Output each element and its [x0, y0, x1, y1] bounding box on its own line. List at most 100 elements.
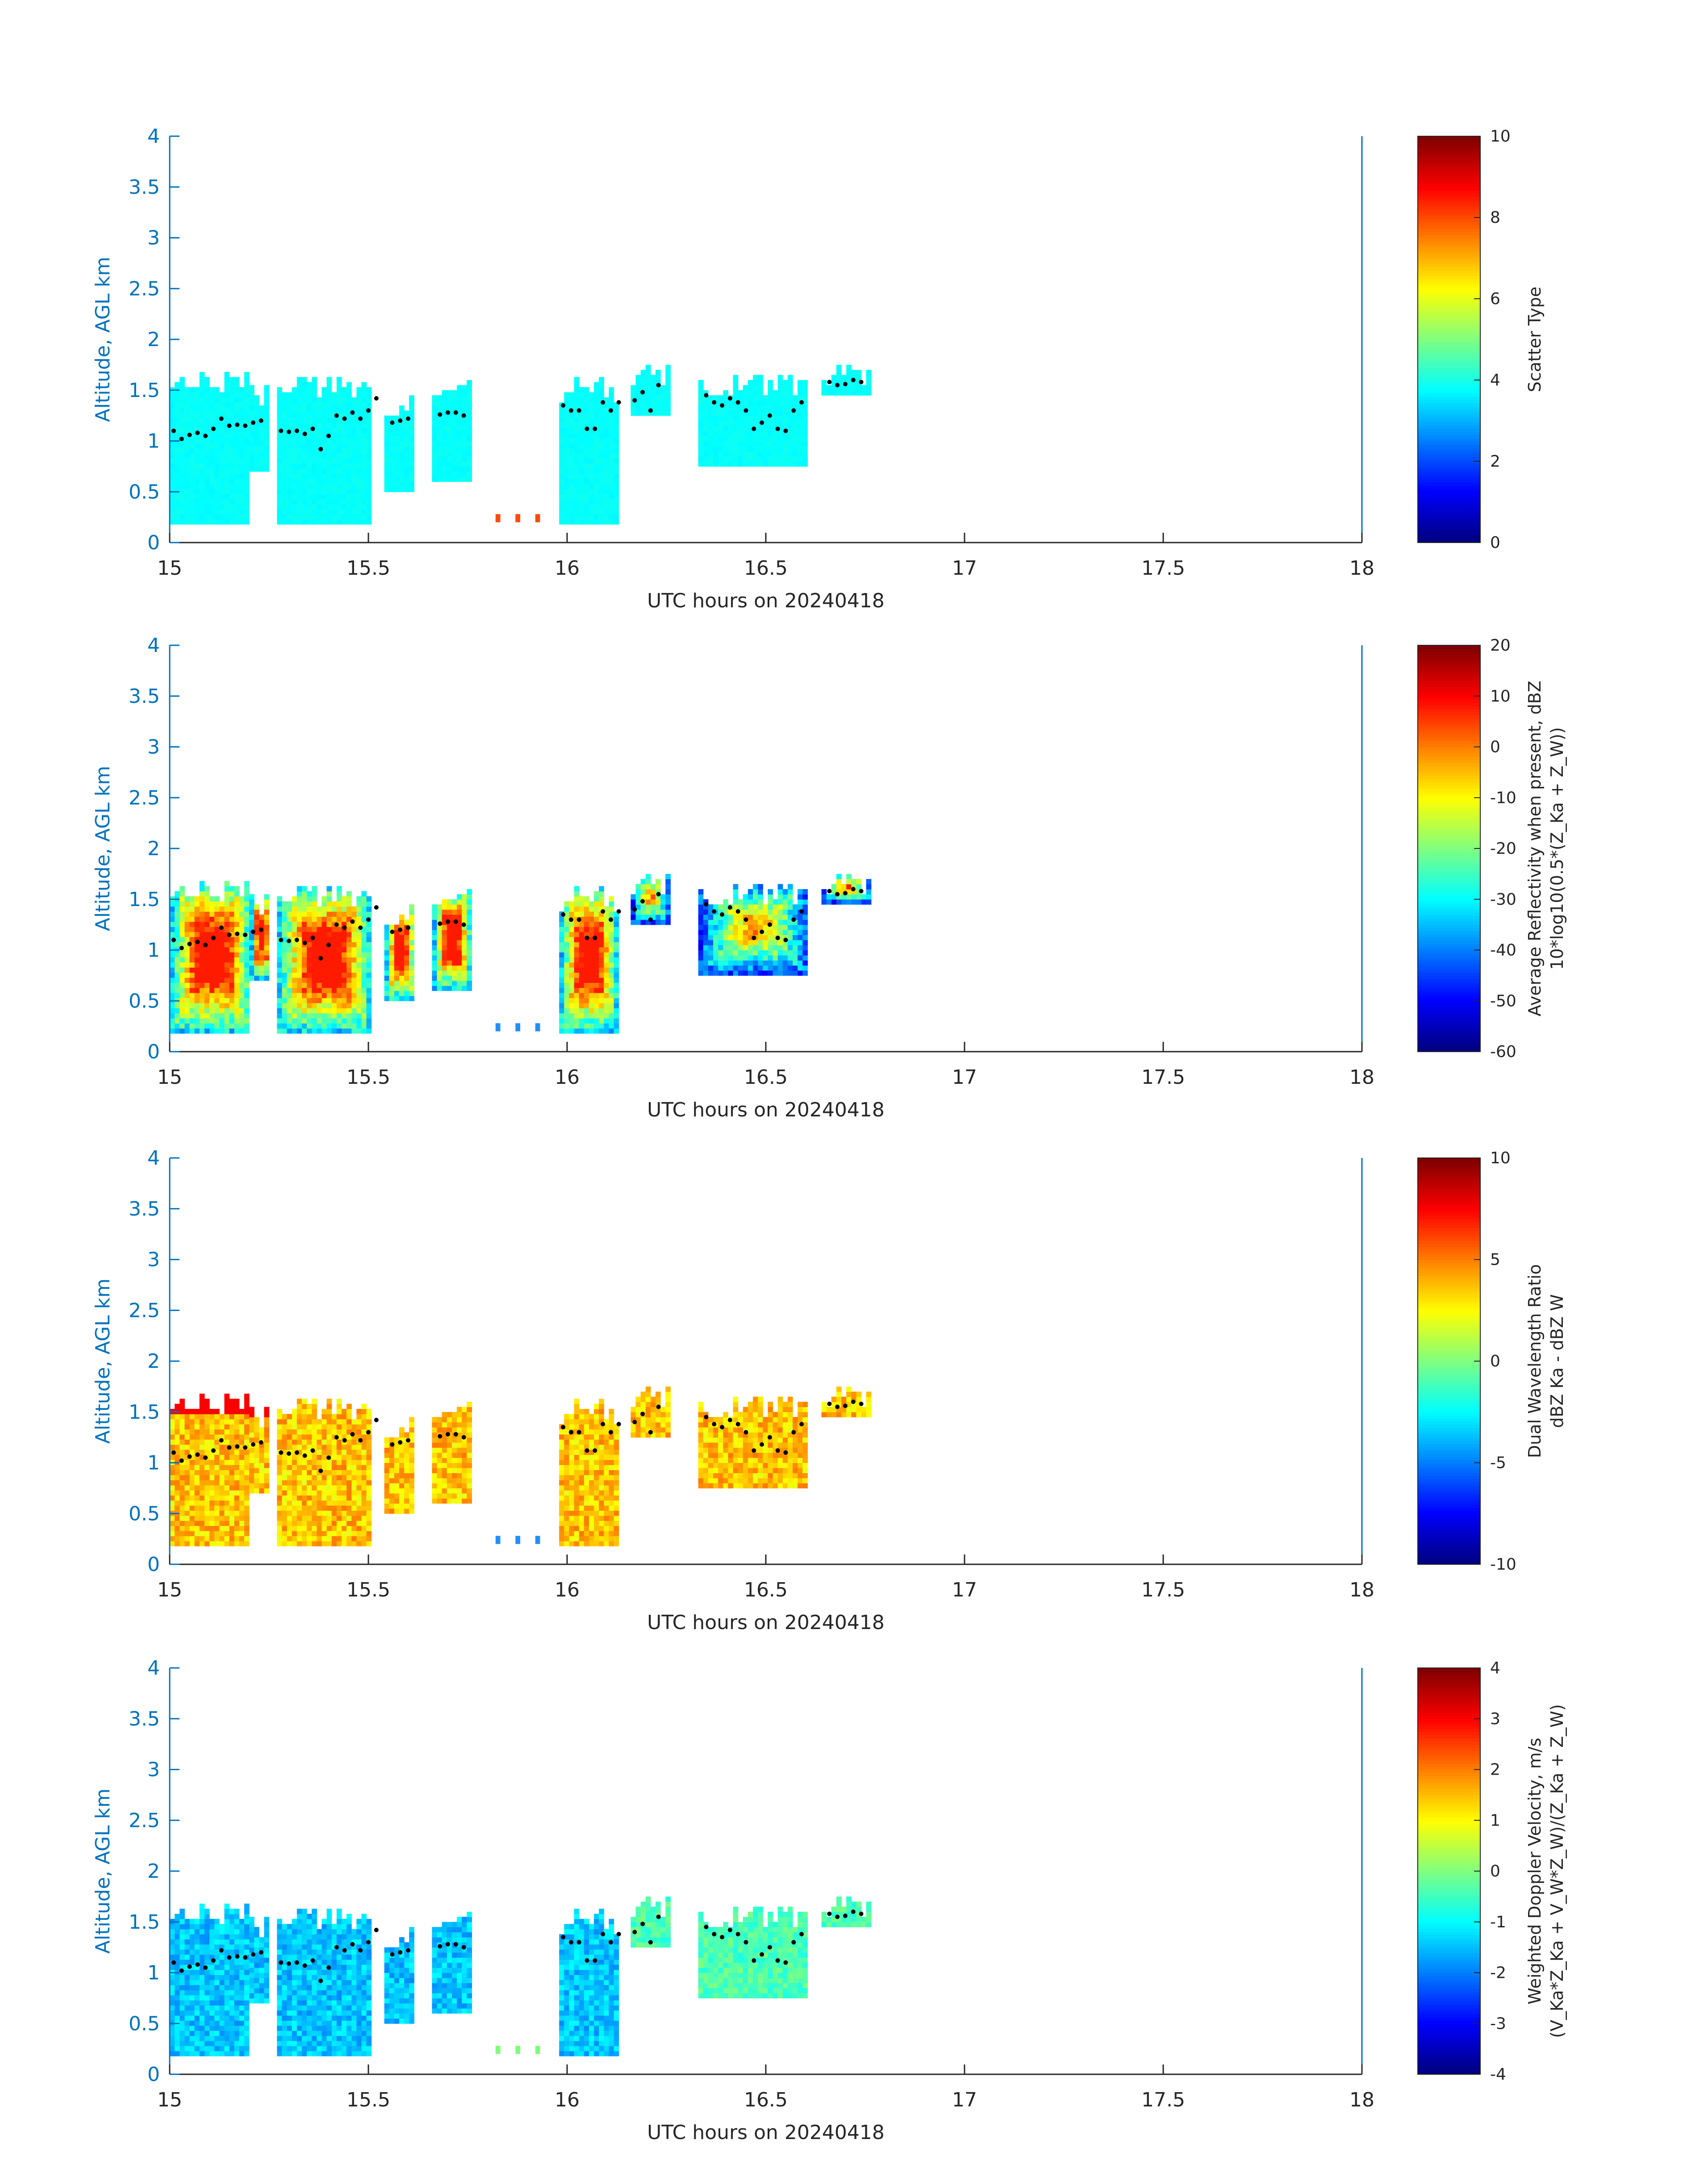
echo-cell [635, 405, 641, 411]
echo-cell [180, 463, 185, 469]
echo-cell [404, 919, 409, 925]
echo-cell [296, 987, 302, 993]
echo-cell [244, 382, 250, 388]
colorbar-swatch [1418, 272, 1480, 276]
echo-cell [292, 901, 297, 907]
echo-cell [650, 375, 656, 380]
echo-cell [234, 911, 240, 917]
echo-cell [170, 911, 175, 917]
echo-cell [317, 947, 322, 953]
echo-cell [609, 1013, 614, 1019]
echo-cell [773, 970, 778, 976]
echo-cell [189, 1505, 195, 1511]
echo-cell [753, 940, 758, 945]
echo-cell [170, 1454, 175, 1460]
echo-cell [224, 463, 230, 469]
echo-cell [564, 906, 569, 912]
echo-cell [180, 1485, 185, 1491]
echo-cell [703, 945, 709, 951]
echo-cell [594, 484, 599, 489]
echo-cells-3 [170, 1386, 872, 1546]
cloud-base-dot [227, 932, 232, 937]
echo-cell [777, 965, 783, 971]
echo-cell [594, 402, 599, 408]
echo-cell [609, 927, 614, 932]
echo-cell [287, 448, 292, 454]
echo-cell [650, 894, 656, 900]
echo-cell [841, 390, 847, 396]
echo-cell [798, 970, 803, 976]
echo-cell [758, 456, 763, 462]
echo-cell [224, 1023, 230, 1029]
echo-cell [287, 453, 292, 459]
echo-cell [569, 932, 575, 937]
echo-cell [361, 1008, 367, 1014]
echo-cell [451, 945, 457, 951]
echo-cell [180, 1399, 185, 1404]
echo-cell [743, 430, 748, 436]
echo-cell [219, 1490, 225, 1496]
echo-cell [579, 906, 585, 912]
echo-cell [292, 942, 297, 948]
echo-cell [584, 927, 589, 932]
colorbar-swatch [1418, 744, 1480, 748]
echo-cell [317, 463, 322, 469]
echo-cell [451, 390, 457, 396]
echo-cell [224, 1393, 230, 1399]
echo-cell [569, 473, 575, 479]
echo-cell [249, 945, 255, 951]
echo-cell [713, 970, 718, 976]
echo-cell [798, 380, 803, 385]
echo-cell [594, 463, 599, 469]
x-tick-label: 17.5 [1141, 1066, 1185, 1089]
echo-cell [234, 493, 240, 499]
echo-cell [317, 458, 322, 464]
echo-cell [404, 995, 409, 1001]
echo-cell [569, 1028, 575, 1034]
echo-cell [559, 453, 564, 459]
echo-cell [204, 947, 210, 953]
echo-cell [866, 390, 872, 396]
echo-cell [292, 957, 297, 963]
echo-cell [244, 463, 250, 469]
echo-cell [219, 906, 225, 912]
echo-cell [175, 921, 180, 927]
echo-cell [341, 921, 347, 927]
echo-cell [199, 1008, 205, 1014]
echo-cell [322, 387, 327, 393]
echo-cell [713, 914, 718, 920]
echo-cell [361, 489, 367, 494]
echo-cell [409, 415, 414, 421]
echo-cell [214, 1028, 220, 1034]
echo-cell [361, 896, 367, 902]
echo-cell [194, 1449, 200, 1455]
echo-cell [773, 965, 778, 971]
echo-cell [199, 998, 205, 1003]
cloud-base-dot [334, 922, 339, 927]
echo-cell [239, 1003, 245, 1008]
echo-cell [733, 889, 739, 894]
echo-cell [356, 448, 362, 454]
echo-cell [579, 957, 585, 963]
colorbar-swatch [1418, 171, 1480, 175]
echo-cell [322, 418, 327, 423]
echo-cell [239, 906, 245, 912]
echo-cell [589, 519, 594, 525]
echo-cell [589, 982, 594, 988]
echo-cell [589, 952, 594, 957]
echo-cell [292, 443, 297, 448]
cloud-base-dot [783, 428, 788, 433]
echo-cell [738, 421, 743, 426]
echo-cell [180, 1414, 185, 1420]
echo-cell [180, 1449, 185, 1455]
echo-cell [802, 960, 808, 966]
echo-cell [404, 955, 409, 961]
colorbar-swatch [1418, 788, 1480, 792]
echo-cell [432, 950, 438, 956]
echo-cell [239, 392, 245, 398]
echo-cell [351, 463, 357, 469]
echo-cell [384, 975, 390, 981]
echo-cell [296, 509, 302, 514]
echo-cell [282, 1008, 288, 1014]
echo-cell [244, 1008, 250, 1014]
